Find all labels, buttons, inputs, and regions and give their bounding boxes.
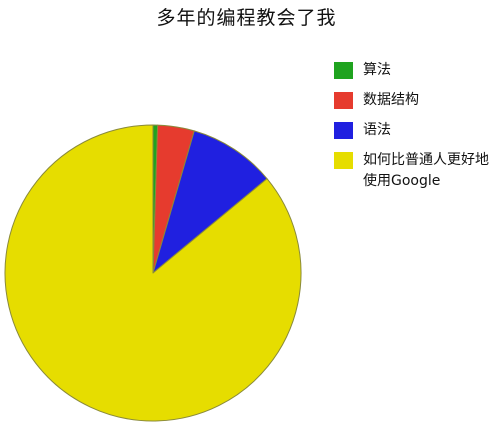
legend-item: 算法 [334, 60, 493, 90]
pie-slice-3 [152, 130, 268, 274]
legend-label: 数据结构 [363, 92, 419, 108]
legend-swatch [334, 152, 353, 169]
legend-label: 算法 [363, 62, 391, 78]
legend: 算法数据结构语法如何比普通人更好地使用Google [334, 60, 493, 194]
legend-item: 如何比普通人更好地使用Google [334, 150, 493, 194]
legend-item: 语法 [334, 120, 493, 150]
legend-item: 数据结构 [334, 90, 493, 120]
legend-swatch [334, 62, 353, 79]
legend-swatch [334, 122, 353, 139]
legend-label: 如何比普通人更好地使用Google [363, 152, 489, 189]
legend-label: 语法 [363, 122, 391, 138]
legend-swatch [334, 92, 353, 109]
pie-slice-4 [4, 124, 302, 422]
chart-title: 多年的编程教会了我 [156, 7, 337, 29]
